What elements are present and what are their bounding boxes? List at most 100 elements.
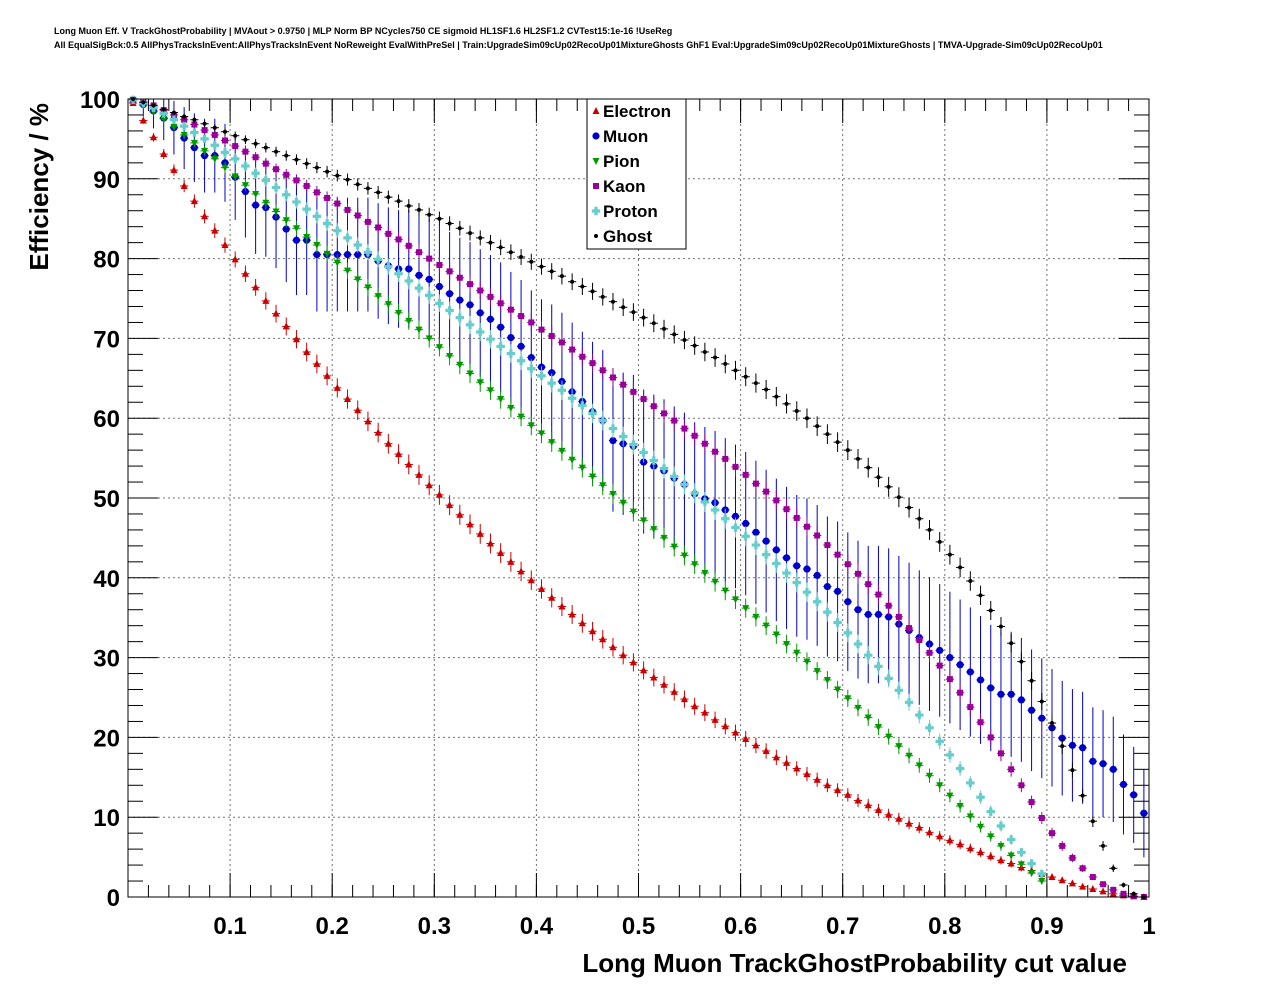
electron-point xyxy=(762,746,770,754)
pion-point xyxy=(650,526,658,534)
pion-point xyxy=(303,234,311,242)
x-tick-label: 0.6 xyxy=(724,913,757,940)
y-tick-label: 10 xyxy=(93,805,120,832)
electron-point xyxy=(946,836,954,844)
kaon-point xyxy=(467,281,474,288)
legend-marker-kaon xyxy=(593,183,599,189)
electron-point xyxy=(977,848,985,856)
proton-point xyxy=(659,464,669,473)
ghost-point xyxy=(365,186,370,191)
ghost-point xyxy=(590,289,595,294)
y-axis-title: Efficiency / % xyxy=(24,103,54,271)
kaon-point xyxy=(1038,814,1045,821)
proton-point xyxy=(976,793,985,802)
proton-point xyxy=(537,371,546,381)
ghost-point xyxy=(539,264,544,269)
ghost-point xyxy=(947,552,952,557)
pion-point xyxy=(854,704,862,712)
muon-point xyxy=(1109,765,1117,773)
y-tick-label: 100 xyxy=(80,87,120,114)
proton-point xyxy=(445,306,454,315)
ghost-point xyxy=(672,332,677,337)
proton-point xyxy=(241,161,250,171)
x-tick-label: 0.7 xyxy=(826,913,859,940)
electron-point xyxy=(476,529,484,537)
pion-point xyxy=(925,772,933,780)
ghost-point xyxy=(1019,659,1024,664)
muon-point xyxy=(343,251,352,259)
ghost-point xyxy=(917,516,922,521)
pion-point xyxy=(221,164,229,172)
kaon-point xyxy=(926,649,933,656)
electron-point xyxy=(997,856,1005,864)
proton-point xyxy=(690,489,699,498)
kaon-point xyxy=(661,410,668,417)
pion-point xyxy=(313,242,321,250)
muon-point xyxy=(885,613,893,621)
ghost-point xyxy=(284,153,289,158)
proton-point xyxy=(802,587,812,597)
proton-point xyxy=(598,416,607,425)
muon-point xyxy=(1079,744,1087,752)
proton-point xyxy=(588,409,597,418)
proton-point xyxy=(455,313,465,322)
ghost-point xyxy=(325,169,330,174)
muon-point xyxy=(823,582,831,591)
electron-point xyxy=(823,781,831,789)
pion-point xyxy=(538,430,546,438)
electron-point xyxy=(211,226,219,234)
kaon-point xyxy=(691,432,698,439)
ghost-point xyxy=(1080,793,1085,798)
series-layer xyxy=(128,95,1148,900)
ghost-point xyxy=(937,539,942,544)
kaon-point xyxy=(518,313,525,320)
kaon-point xyxy=(232,143,239,150)
pion-point xyxy=(619,499,627,507)
proton-point xyxy=(904,698,914,707)
electron-point xyxy=(201,212,209,220)
ghost-point xyxy=(610,299,615,304)
pion-point xyxy=(987,833,995,841)
electron-point xyxy=(619,651,627,659)
proton-point xyxy=(680,480,689,489)
proton-point xyxy=(179,121,189,131)
muon-point xyxy=(762,537,770,545)
kaon-point xyxy=(579,353,586,360)
proton-point xyxy=(476,327,485,337)
x-tick-label: 0.9 xyxy=(1030,913,1063,940)
electron-point xyxy=(936,832,944,840)
electron-point xyxy=(987,852,995,860)
pion-point xyxy=(364,284,372,292)
kaon-point xyxy=(354,212,361,219)
ghost-point xyxy=(253,141,258,146)
pion-point xyxy=(640,517,648,525)
proton-point xyxy=(414,283,424,293)
electron-point xyxy=(170,166,178,174)
kaon-point xyxy=(599,367,606,374)
electron-point xyxy=(1058,876,1066,884)
ghost-point xyxy=(233,133,238,138)
proton-point xyxy=(373,255,383,264)
electron-point xyxy=(507,557,515,565)
pion-point xyxy=(844,695,852,703)
pion-point xyxy=(762,622,770,630)
ghost-point xyxy=(621,305,626,310)
electron-point xyxy=(466,520,474,528)
muon-point xyxy=(1099,760,1107,768)
proton-point xyxy=(639,448,648,457)
ghost-point xyxy=(559,274,564,279)
ghost-point xyxy=(927,527,932,532)
proton-point xyxy=(271,183,281,192)
electron-point xyxy=(680,695,688,703)
ghost-point xyxy=(182,114,187,119)
proton-point xyxy=(190,128,199,137)
series-pion xyxy=(129,97,1046,886)
pion-point xyxy=(834,686,842,694)
kaon-point xyxy=(293,177,300,184)
electron-point xyxy=(578,619,586,627)
proton-point xyxy=(915,710,924,720)
pion-point xyxy=(864,714,872,722)
kaon-point xyxy=(865,581,872,588)
proton-point xyxy=(751,540,761,550)
ghost-point xyxy=(314,165,319,170)
